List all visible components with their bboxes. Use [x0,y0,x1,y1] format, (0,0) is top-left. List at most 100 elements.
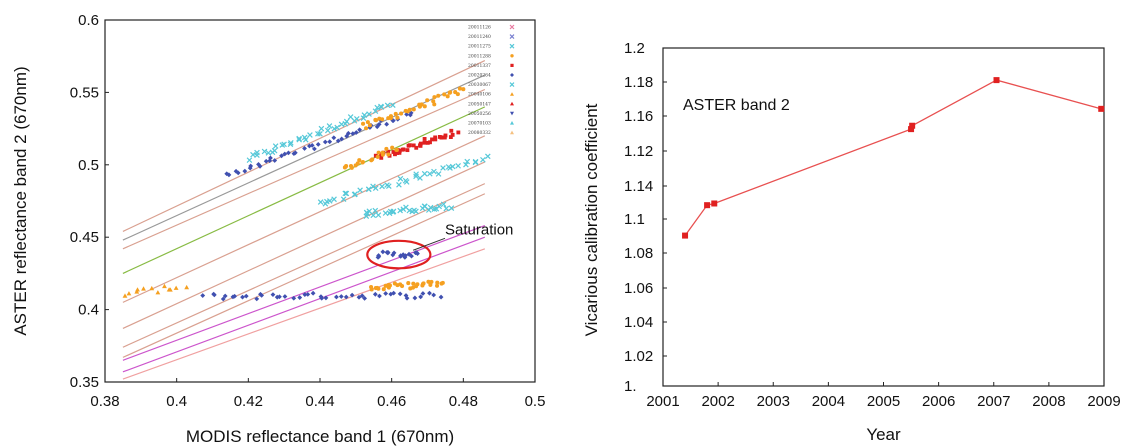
data-point [403,293,409,298]
y-tick-label: 1. [624,378,637,395]
data-point [345,130,351,136]
data-point [272,143,279,149]
data-point [211,292,217,298]
legend-entry-label: 20011275 [468,44,491,50]
data-point [126,291,132,296]
data-point [437,134,442,139]
data-point [413,173,419,180]
y-tick-label: 0.55 [70,84,99,101]
data-point [418,294,424,300]
data-point [343,190,350,197]
data-point [445,94,450,99]
data-point [369,158,374,163]
data-point [357,127,363,133]
data-point [383,283,388,288]
data-point [349,292,355,298]
data-point [457,86,462,91]
data-point [334,294,339,300]
data-point [435,280,440,285]
data-point [400,284,405,289]
data-point [267,158,273,164]
data-point [291,295,297,301]
data-point [435,283,440,288]
data-point [461,87,466,92]
data-point [334,124,341,131]
data-point [447,165,453,171]
data-point [391,250,397,256]
data-point [317,199,324,205]
data-point [359,293,365,299]
y-tick-label: 1.04 [624,314,653,331]
data-point [271,147,278,154]
legend-entry-label: 20050147 [468,101,491,107]
data-point [414,284,419,289]
data-point [397,207,403,214]
y-tick-label: 0.5 [78,157,99,174]
legend-entry-label: 20050256 [468,111,491,117]
data-point [242,168,248,174]
reference-line [122,236,486,373]
data-point [385,183,392,189]
data-point [200,293,206,298]
data-point [484,153,491,160]
data-point [167,287,173,292]
data-point [361,112,368,118]
data-point [443,205,450,212]
data-point [425,98,430,103]
data-point [376,150,381,155]
data-point [432,95,437,100]
data-point [380,117,385,122]
data-point [326,198,333,204]
data-point [411,107,416,112]
data-point [397,150,402,155]
plot-frame-right [662,47,1105,387]
y-tick-label: 1.06 [624,280,653,297]
reference-line [122,88,486,250]
data-point [410,285,416,290]
data-point [418,143,423,148]
data-point [438,294,444,300]
data-point [369,284,374,290]
data-point [331,125,338,132]
data-point [427,204,434,211]
data-point [408,143,412,148]
data-point [361,121,366,126]
data-point [411,281,416,286]
data-point [378,103,384,110]
data-point [455,163,461,169]
data-point [353,115,360,122]
legend-entry-label: 20011126 [468,25,491,31]
x-tick-label: 0.46 [377,393,406,410]
data-point [246,157,253,163]
data-point [449,163,456,170]
reference-line [122,74,486,241]
data-point [435,171,442,177]
data-point [311,146,317,152]
data-point [349,165,354,170]
data-point [418,141,423,146]
data-point [372,185,379,192]
data-point [431,99,436,104]
data-point [431,206,438,212]
data-point [448,205,455,211]
data-point [233,168,239,174]
data-point [431,168,437,175]
saturation-label: Saturation [445,221,513,238]
data-point [365,120,370,125]
data-point [353,130,359,135]
data-point [342,190,349,197]
reference-line [122,248,486,380]
data-point [426,279,431,284]
data-point [370,212,377,219]
data-point [370,183,376,190]
data-point [395,283,400,288]
data-point [413,208,419,215]
data-point [365,186,372,193]
data-point [141,286,146,291]
data-point [407,107,412,112]
y-tick-label: 0.4 [78,302,99,319]
data-point [310,290,316,296]
data-point [388,116,393,121]
data-point [383,291,389,296]
